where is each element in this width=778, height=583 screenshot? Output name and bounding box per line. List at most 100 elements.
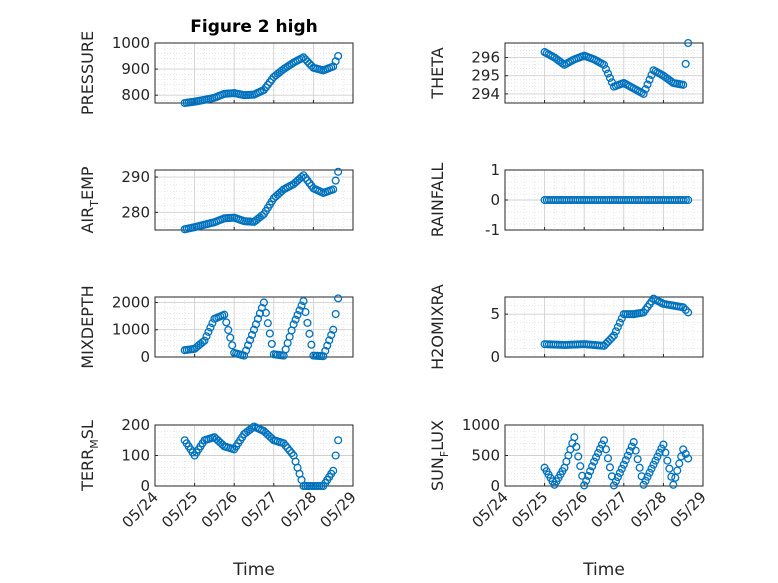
x-tick-label: 05/25 [508,488,551,531]
data-point [222,318,231,327]
data-point [206,323,215,332]
data-point [611,327,620,336]
y-tick-label: 200 [121,416,150,434]
data-point [570,433,579,442]
y-tick-label: 295 [471,67,500,85]
data-point [609,481,618,490]
data-point [611,477,620,486]
subplot-h2omixra: 0 5 H2OMIXRA [428,284,704,370]
data-point [641,476,650,485]
data-point [253,314,263,323]
x-tick-label: 05/27 [237,488,280,531]
x-tick-label: 05/28 [627,488,670,531]
data-point [558,59,567,68]
subplot-terr_msl: 0100200TERRMSL05/2405/2505/2605/2705/280… [78,416,360,580]
y-tick-label: 1 [490,161,500,179]
axes-box [504,42,704,104]
data-point [655,448,664,457]
data-point [334,436,343,445]
data-point [331,176,340,185]
data-point [228,341,237,350]
data-point [615,468,624,477]
data-point [331,309,340,319]
data-point [631,446,640,455]
data-point [684,195,693,205]
subplot-mixdepth: 0 1000 2000 MIXDEPTH [78,285,354,369]
y-tick-label: 0 [490,191,500,209]
data-point [675,459,684,468]
y-tick-label: 2000 [112,293,150,311]
data-point [226,333,235,342]
data-point [247,423,257,433]
y-axis-label: AIRTEMP [78,166,101,233]
y-axis-label: PRESSURE [78,31,97,115]
subplot-air_temp: 280 290 AIRTEMP [78,166,354,234]
y-tick-label: 1000 [112,321,150,339]
y-tick-label: 500 [471,447,500,465]
data-point [679,195,688,205]
data-point [305,329,314,338]
data-point [605,463,614,472]
data-point [287,449,296,458]
data-point [594,449,603,458]
data-point [580,481,589,490]
data-point [198,338,207,347]
data-point [621,456,630,465]
y-tick-label: 294 [471,85,500,103]
data-point [613,322,622,332]
data-point [629,438,638,447]
data-point [287,59,296,68]
subplot-rainfall: -1 0 1 RAINFALL [428,161,704,239]
data-point [202,332,211,341]
data-point [578,471,587,480]
x-tick-label: 05/26 [198,488,241,531]
data-point [245,336,255,345]
data-point [299,297,308,306]
data-point [319,352,328,361]
data-point [285,446,294,455]
data-point [334,294,343,303]
data-point [667,472,676,481]
data-point [607,472,616,481]
x-tick-label: 05/26 [548,488,591,531]
data-point [617,464,626,473]
data-point [301,307,310,317]
data-point [599,60,609,69]
data-point [303,318,312,327]
y-tick-label: 280 [121,203,150,221]
data-point [681,449,690,459]
y-tick-label: 0 [490,348,500,366]
data-point [592,453,601,462]
data-point [623,451,632,460]
data-point [329,325,338,334]
data-point [684,38,693,48]
data-point [665,464,674,473]
data-point [615,318,624,327]
y-axis-label: SUNFLUX [428,420,451,491]
data-point [334,51,343,61]
figure-title: Figure 2 high [190,17,318,37]
data-point [249,325,259,334]
data-point [599,436,609,445]
data-point [679,80,688,89]
data-point [224,325,233,335]
data-point [681,195,690,205]
data-point [267,339,276,348]
data-point [639,89,648,98]
x-tick-label: 05/29 [667,488,710,531]
data-point [255,309,264,318]
data-point [669,480,678,489]
y-tick-label: 1000 [462,416,500,434]
data-point [582,476,591,485]
data-point [321,346,330,355]
x-axis-label: Time [232,560,275,580]
data-point [259,298,268,307]
data-point [601,445,611,454]
y-tick-label: -1 [485,221,500,239]
data-point [289,320,298,329]
data-point [659,440,668,449]
data-point [200,336,209,345]
data-point [684,454,693,463]
data-point [307,340,316,349]
